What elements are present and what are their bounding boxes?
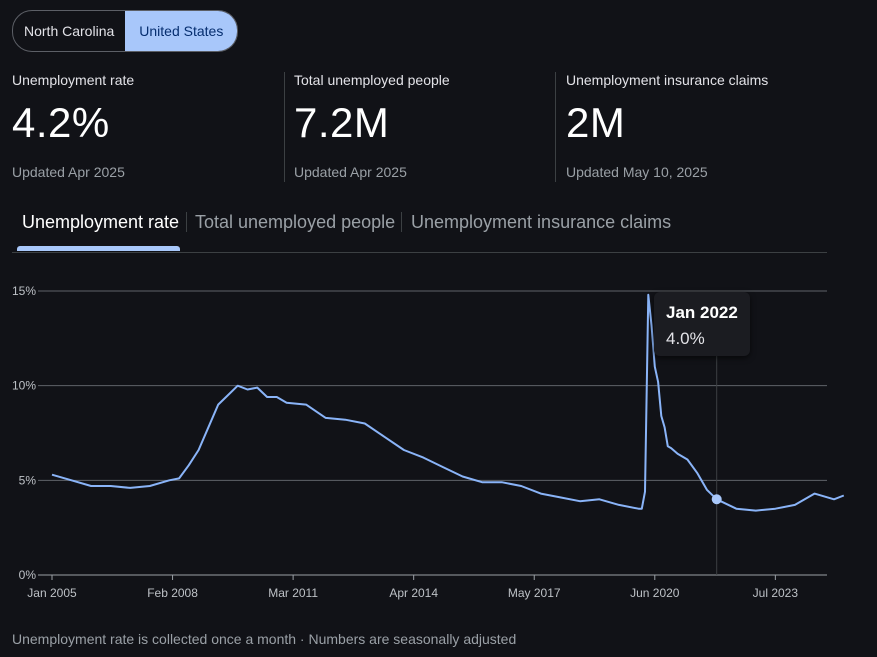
region-toggle: North Carolina United States [12, 10, 239, 52]
stat-value: 2M [566, 99, 626, 146]
stat-updated: Updated May 10, 2025 [566, 164, 708, 180]
stat-total-unemployed: Total unemployed people 7.2M Updated Apr… [294, 70, 450, 182]
metric-tabs: Unemployment rate Total unemployed peopl… [12, 208, 827, 252]
x-tick-label: Jul 2023 [753, 586, 799, 600]
tab-total-unemployed[interactable]: Total unemployed people [195, 212, 396, 232]
tooltip-date: Jan 2022 [666, 303, 738, 322]
stat-unemployment-rate: Unemployment rate 4.2% Updated Apr 2025 [12, 70, 134, 182]
x-tick-label: Feb 2008 [147, 586, 198, 600]
stat-updated: Updated Apr 2025 [12, 164, 125, 180]
stat-label: Unemployment insurance claims [566, 72, 769, 88]
x-tick-label: Jun 2020 [630, 586, 680, 600]
highlight-point [711, 494, 722, 505]
toggle-united-states[interactable]: United States [125, 11, 238, 51]
toggle-north-carolina[interactable]: North Carolina [24, 23, 115, 39]
tab-separator [401, 212, 402, 232]
x-tick-label: May 2017 [508, 586, 561, 600]
series-line [51, 293, 845, 512]
stat-insurance-claims: Unemployment insurance claims 2M Updated… [566, 70, 768, 182]
tabs-divider [12, 252, 827, 253]
stat-label: Total unemployed people [294, 72, 450, 88]
chart-footnote: Unemployment rate is collected once a mo… [12, 631, 517, 647]
tooltip-value: 4.0% [666, 329, 705, 348]
active-tab-indicator [17, 246, 180, 251]
stat-updated: Updated Apr 2025 [294, 164, 407, 180]
y-tick-label: 5% [19, 473, 37, 487]
tab-separator [186, 212, 187, 232]
stat-divider [555, 72, 556, 182]
stat-value: 4.2% [12, 99, 110, 146]
stat-value: 7.2M [294, 99, 390, 146]
x-tick-label: Jan 2005 [27, 586, 77, 600]
stat-label: Unemployment rate [12, 72, 135, 88]
stats-row: Unemployment rate 4.2% Updated Apr 2025 … [0, 70, 877, 182]
tab-unemployment-rate[interactable]: Unemployment rate [22, 212, 180, 232]
chart-tooltip: Jan 2022 4.0% [654, 292, 750, 356]
y-tick-label: 10% [12, 379, 36, 393]
stat-divider [284, 72, 285, 182]
y-tick-label: 15% [12, 284, 36, 298]
unemployment-line-chart[interactable]: 0% 5% 10% 15% Jan 2005 Feb 2008 Mar 2011 Apr 20… [0, 270, 877, 615]
tab-insurance-claims[interactable]: Unemployment insurance claims [411, 212, 672, 232]
x-tick-label: Mar 2011 [268, 586, 318, 600]
y-tick-label: 0% [19, 568, 37, 582]
x-tick-label: Apr 2014 [389, 586, 438, 600]
